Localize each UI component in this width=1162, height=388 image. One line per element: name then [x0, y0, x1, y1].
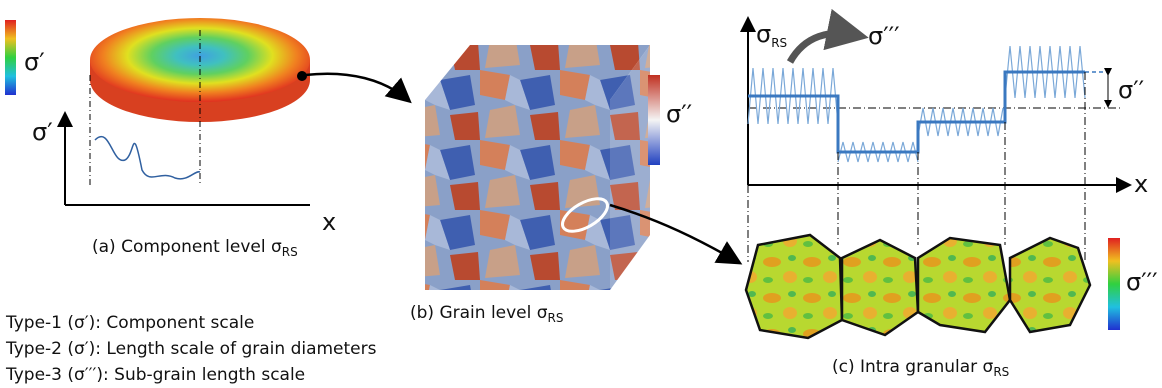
y-axis-label: σ′	[32, 118, 53, 146]
caption: (c) Intra granular σRS	[832, 357, 1009, 379]
colorbar	[648, 75, 660, 165]
caption: (a) Component level σRS	[92, 237, 298, 259]
arrow	[305, 74, 408, 100]
panel-b: σ′′ (b) Grain level σRS	[410, 45, 738, 325]
panel-c: σRS x σ′′ σ′′′ σ′′′ (c) Intra granular σ…	[746, 20, 1158, 379]
arrow-label: σ′′′	[868, 22, 900, 50]
colorbar	[5, 20, 16, 95]
grain	[918, 238, 1010, 332]
colorbar-label: σ′	[24, 48, 45, 76]
colorbar-label: σ′′′	[1126, 268, 1158, 296]
x-axis-label: x	[322, 208, 336, 236]
y-axis-label: σRS	[756, 20, 787, 50]
panel-a: σ′ σ′ x (a) Component level σRS	[5, 18, 408, 259]
legend-item: Type-2 (σ′): Length scale of grain diame…	[5, 339, 377, 359]
caption: (b) Grain level σRS	[410, 303, 564, 325]
legend-item: Type-3 (σ′′′): Sub-grain length scale	[5, 365, 305, 385]
colorbar-label: σ′′	[666, 100, 692, 128]
grain	[1010, 238, 1090, 332]
cube-front	[425, 100, 610, 290]
legend: Type-1 (σ′): Component scale Type-2 (σ′)…	[5, 313, 377, 385]
x-axis-label: x	[1134, 170, 1148, 198]
legend-item: Type-1 (σ′): Component scale	[5, 313, 254, 333]
offset-label: σ′′	[1118, 76, 1144, 104]
arrow	[790, 33, 855, 62]
grain	[746, 235, 842, 338]
colorbar	[1108, 238, 1120, 330]
grain	[842, 240, 918, 335]
curve	[95, 137, 200, 179]
figure: σ′ σ′ x (a) Component level σRS σ′′ (b) …	[0, 0, 1162, 388]
